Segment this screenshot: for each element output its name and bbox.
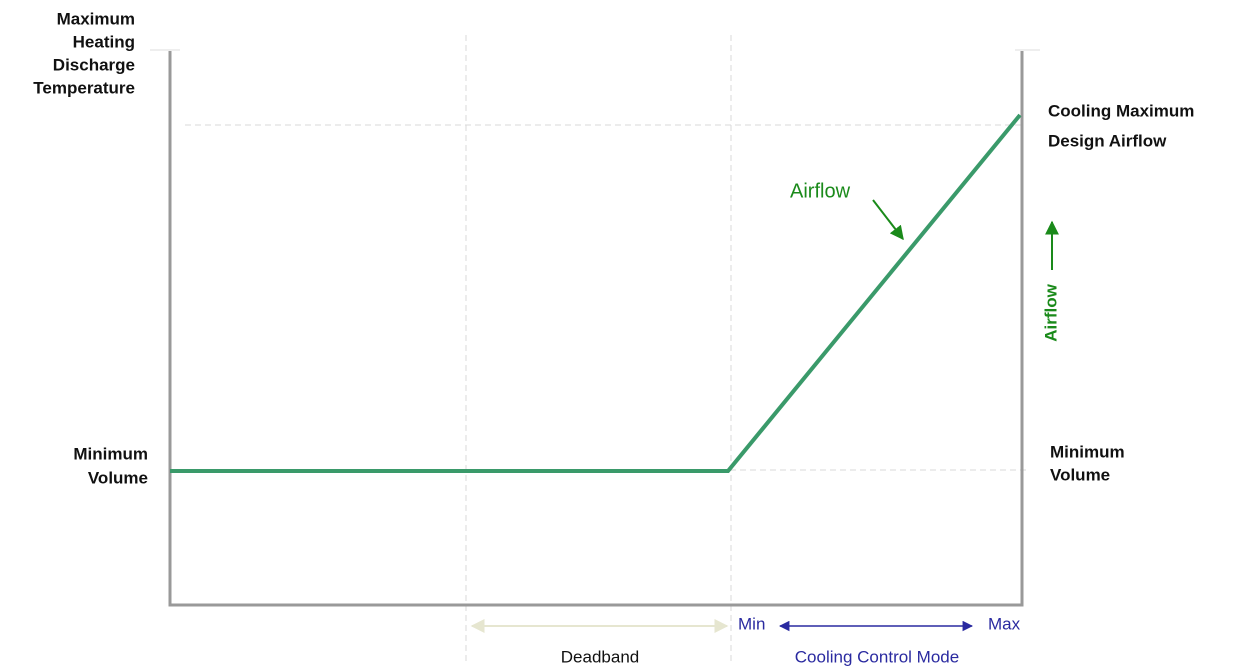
label: Minimum [73,444,148,463]
label: Heating [73,32,135,51]
curve-arrow [872,199,904,241]
axes [168,50,1024,607]
guides [170,35,1030,665]
label: Minimum [1050,442,1125,461]
right-labels: Cooling Maximum Design Airflow Minimum V… [1048,101,1194,484]
label: Temperature [33,78,135,97]
label: Cooling Maximum [1048,101,1194,120]
airflow-curve [170,113,1022,473]
axis-label: Airflow [1041,283,1060,341]
label: Volume [88,468,148,487]
label: Maximum [57,9,135,28]
curve-label: Airflow [790,180,851,202]
deadband-label: Deadband [561,647,639,666]
label: Discharge [53,55,135,74]
min-label: Min [738,614,765,633]
axis-frame [168,50,1024,607]
label: Volume [1050,465,1110,484]
mode-label: Cooling Control Mode [795,647,959,666]
max-label: Max [988,614,1021,633]
left-labels: Maximum Heating Discharge Temperature Mi… [33,9,148,487]
label: Design Airflow [1048,131,1167,150]
